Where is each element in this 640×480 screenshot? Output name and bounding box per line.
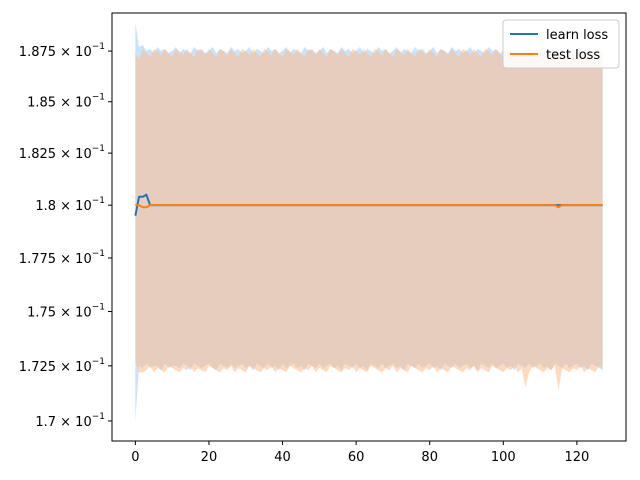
- y-tick-exponent: −1: [92, 412, 105, 422]
- legend-label-test-loss: test loss: [546, 48, 600, 63]
- x-tick-label: 20: [201, 450, 218, 465]
- y-tick-label: 1.8 × 10−1: [35, 196, 105, 214]
- y-tick-label: 1.7 × 10−1: [35, 412, 105, 430]
- test-loss-band: [135, 49, 603, 391]
- x-tick-label: 40: [274, 450, 291, 465]
- y-axis-ticks: 1.7 × 10−11.725 × 10−11.75 × 10−11.775 ×…: [19, 42, 112, 430]
- y-tick-exponent: −1: [92, 249, 105, 259]
- y-tick-mantissa: 1.875 × 10: [19, 45, 92, 60]
- test-loss-line: [135, 204, 603, 209]
- y-tick-mantissa: 1.825 × 10: [19, 147, 92, 162]
- x-tick-label: 120: [564, 450, 589, 465]
- y-tick-mantissa: 1.7 × 10: [35, 415, 91, 430]
- y-tick-mantissa: 1.725 × 10: [19, 360, 92, 375]
- series-lines: [134, 193, 603, 216]
- y-tick-exponent: −1: [92, 357, 105, 367]
- y-tick-mantissa: 1.8 × 10: [35, 199, 91, 214]
- x-tick-label: 80: [421, 450, 438, 465]
- plot-frame: [111, 12, 627, 442]
- y-tick-label: 1.825 × 10−1: [19, 144, 105, 162]
- y-tick-exponent: −1: [92, 303, 105, 313]
- x-tick-label: 0: [131, 450, 139, 465]
- x-tick-label: 100: [491, 450, 516, 465]
- y-tick-exponent: −1: [92, 42, 105, 52]
- legend: learn loss test loss: [502, 19, 620, 69]
- y-tick-label: 1.875 × 10−1: [19, 42, 105, 60]
- y-tick-exponent: −1: [92, 196, 105, 206]
- y-tick-exponent: −1: [92, 144, 105, 154]
- legend-box: [502, 19, 620, 69]
- y-tick-label: 1.85 × 10−1: [27, 93, 105, 111]
- y-tick-label: 1.75 × 10−1: [27, 303, 105, 321]
- x-tick-label: 60: [348, 450, 365, 465]
- y-tick-mantissa: 1.85 × 10: [27, 96, 92, 111]
- y-tick-label: 1.775 × 10−1: [19, 249, 105, 267]
- y-tick-label: 1.725 × 10−1: [19, 357, 105, 375]
- y-tick-mantissa: 1.75 × 10: [27, 306, 92, 321]
- y-tick-mantissa: 1.775 × 10: [19, 252, 92, 267]
- confidence-bands: [135, 22, 603, 421]
- x-axis-ticks: 0 20 40 60 80 100 120: [131, 441, 589, 465]
- y-tick-exponent: −1: [92, 93, 105, 103]
- legend-label-learn-loss: learn loss: [546, 28, 608, 43]
